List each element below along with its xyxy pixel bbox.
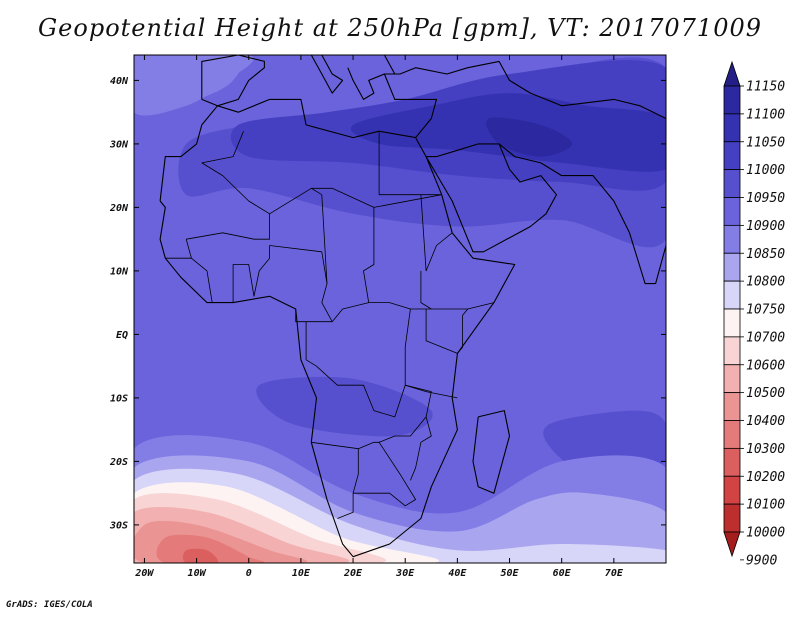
country-border — [186, 213, 270, 240]
colorbar-label: 9900 — [746, 553, 777, 568]
map-title: Geopotential Height at 250hPa [gpm], VT:… — [38, 14, 762, 42]
colorbar-swatch — [723, 169, 741, 198]
colorbar-swatch — [723, 447, 741, 477]
axis-layer: 40N 30N 20N 10N EQ 10S 20S 30S 20W 10W 0 10E 20E 30E 4… — [109, 55, 666, 579]
colorbar-label: 11100 — [746, 107, 785, 122]
coastline — [425, 143, 558, 253]
country-border — [201, 131, 244, 164]
country-border — [353, 442, 416, 507]
colorbar-swatch — [723, 141, 741, 171]
lon-tick-label: 30E — [395, 568, 415, 579]
country-border — [165, 257, 213, 303]
height-field-layer — [134, 55, 666, 563]
country-border — [373, 194, 442, 208]
lat-tick-label: 30N — [109, 139, 129, 150]
colorbar-label: 10750 — [746, 303, 785, 318]
colorbar-label: 11150 — [746, 80, 785, 95]
lat-tick-label: 20N — [109, 203, 129, 214]
plot-frame — [133, 54, 667, 564]
country-border — [305, 321, 317, 367]
colorbar-label: 10800 — [746, 275, 785, 290]
coastline — [159, 98, 516, 558]
lat-tick-label: 10N — [110, 266, 129, 277]
colorbar-swatch — [723, 392, 741, 421]
colorbar-swatch — [723, 475, 741, 505]
colorbar-arrow-top — [723, 60, 741, 87]
colorbar-label: 10400 — [746, 414, 785, 429]
colorbar-swatch — [723, 85, 741, 115]
lon-tick-label: 10W — [188, 568, 207, 579]
field-region-10950 — [256, 376, 433, 437]
lon-tick-label: 60E — [553, 568, 572, 579]
colorbar-swatch — [723, 252, 741, 282]
country-border — [321, 194, 494, 323]
lat-tick-label: 40N — [110, 76, 129, 87]
colorbar-label: 11050 — [746, 135, 785, 150]
lat-tick-label: 10S — [110, 393, 128, 404]
colorbar-label: 10950 — [746, 191, 785, 206]
lon-tick-label: 0 — [246, 568, 252, 579]
colorbar-swatch — [723, 113, 741, 143]
colorbar-label: 10300 — [746, 442, 785, 457]
coastline — [498, 143, 666, 285]
coastline — [310, 55, 344, 94]
colorbar-swatch — [723, 280, 741, 310]
lon-tick-label: 20E — [343, 568, 363, 579]
country-border — [405, 384, 458, 399]
coastline — [201, 55, 265, 107]
colorbar: 11150 11100 11050 11000 10950 10900 10850 10800… — [723, 60, 785, 568]
lon-tick-label: 50E — [500, 568, 519, 579]
field-region-11100 — [486, 117, 573, 157]
grads-credit: GrADS: IGES/COLA — [6, 600, 93, 610]
lon-tick-label: 40E — [448, 568, 467, 579]
colorbar-swatch — [723, 503, 741, 533]
country-border — [425, 308, 469, 354]
lon-tick-label: 10E — [292, 568, 311, 579]
field-region-10850 — [134, 55, 242, 115]
field-region-10200 — [182, 548, 219, 563]
coastline — [383, 60, 666, 138]
border-layer — [165, 131, 494, 519]
colorbar-swatch — [723, 224, 741, 254]
lat-tick-label: 20S — [109, 457, 128, 468]
colorbar-label: 10700 — [746, 330, 785, 345]
colorbar-swatch — [723, 364, 741, 394]
colorbar-label: 10600 — [746, 358, 785, 373]
colorbar-label: 10200 — [746, 470, 785, 485]
country-border — [420, 270, 432, 310]
colorbar-label: 11000 — [746, 163, 785, 178]
colorbar-arrow-bottom — [723, 531, 741, 558]
country-border — [185, 239, 192, 259]
country-border — [311, 187, 375, 303]
colorbar-label: 10100 — [746, 498, 785, 513]
colorbar-swatch — [723, 197, 741, 226]
lat-tick-label: EQ — [116, 330, 128, 341]
coastline — [472, 410, 511, 494]
colorbar-swatch — [723, 336, 741, 366]
colorbar-swatch — [723, 308, 741, 338]
lat-tick-label: 30S — [109, 520, 128, 531]
country-border — [378, 131, 442, 196]
coastline-layer — [159, 55, 666, 558]
country-border — [253, 245, 328, 297]
country-border — [232, 264, 255, 303]
country-border — [316, 308, 411, 418]
country-border — [311, 384, 432, 450]
coastline — [347, 55, 396, 100]
colorbar-swatch — [723, 420, 741, 449]
colorbar-label: 10000 — [746, 526, 785, 541]
lon-tick-label: 70E — [605, 568, 624, 579]
lon-tick-label: 20W — [134, 568, 154, 579]
colorbar-label: 10850 — [746, 247, 785, 262]
colorbar-label: 10500 — [746, 386, 785, 401]
colorbar-label: 10900 — [746, 219, 785, 234]
country-border — [410, 416, 432, 481]
country-border — [201, 162, 323, 215]
country-border — [420, 194, 453, 272]
